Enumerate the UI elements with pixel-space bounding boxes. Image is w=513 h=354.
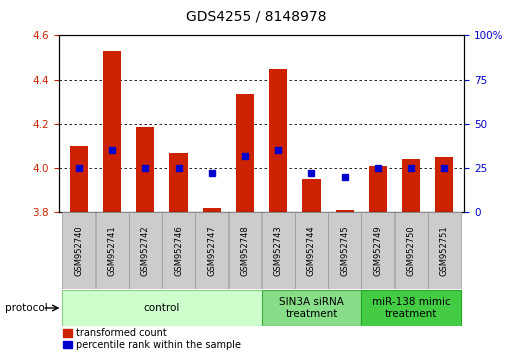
Text: GSM952742: GSM952742	[141, 225, 150, 276]
Text: SIN3A siRNA
treatment: SIN3A siRNA treatment	[279, 297, 344, 319]
Bar	[70, 146, 88, 212]
Bar	[269, 69, 287, 212]
FancyBboxPatch shape	[262, 290, 361, 326]
Text: control: control	[144, 303, 180, 313]
Legend: transformed count, percentile rank within the sample: transformed count, percentile rank withi…	[59, 324, 244, 354]
FancyBboxPatch shape	[428, 212, 461, 289]
Bar	[402, 159, 420, 212]
FancyBboxPatch shape	[162, 212, 195, 289]
FancyBboxPatch shape	[394, 212, 427, 289]
Bar	[203, 208, 221, 212]
FancyBboxPatch shape	[361, 290, 461, 326]
Text: GSM952744: GSM952744	[307, 225, 316, 276]
Text: GSM952748: GSM952748	[241, 225, 249, 276]
FancyBboxPatch shape	[362, 212, 394, 289]
Text: GDS4255 / 8148978: GDS4255 / 8148978	[186, 9, 327, 23]
Text: GSM952745: GSM952745	[340, 225, 349, 276]
Bar	[369, 166, 387, 212]
Text: protocol: protocol	[5, 303, 48, 313]
FancyBboxPatch shape	[295, 212, 328, 289]
Text: GSM952740: GSM952740	[74, 225, 84, 276]
Text: GSM952749: GSM952749	[373, 225, 382, 276]
Bar	[336, 210, 354, 212]
FancyBboxPatch shape	[63, 212, 95, 289]
FancyBboxPatch shape	[328, 212, 361, 289]
FancyBboxPatch shape	[195, 212, 228, 289]
Text: GSM952750: GSM952750	[407, 225, 416, 276]
Text: GSM952746: GSM952746	[174, 225, 183, 276]
FancyBboxPatch shape	[129, 212, 162, 289]
Text: GSM952743: GSM952743	[274, 225, 283, 276]
Bar	[136, 127, 154, 212]
Text: GSM952751: GSM952751	[440, 225, 449, 276]
FancyBboxPatch shape	[96, 212, 129, 289]
Text: miR-138 mimic
treatment: miR-138 mimic treatment	[372, 297, 450, 319]
FancyBboxPatch shape	[229, 212, 262, 289]
Bar	[103, 51, 121, 212]
Bar	[302, 179, 321, 212]
Text: GSM952741: GSM952741	[108, 225, 116, 276]
Bar	[236, 94, 254, 212]
FancyBboxPatch shape	[262, 212, 294, 289]
Text: GSM952747: GSM952747	[207, 225, 216, 276]
Bar	[435, 157, 453, 212]
FancyBboxPatch shape	[62, 290, 262, 326]
Bar	[169, 153, 188, 212]
